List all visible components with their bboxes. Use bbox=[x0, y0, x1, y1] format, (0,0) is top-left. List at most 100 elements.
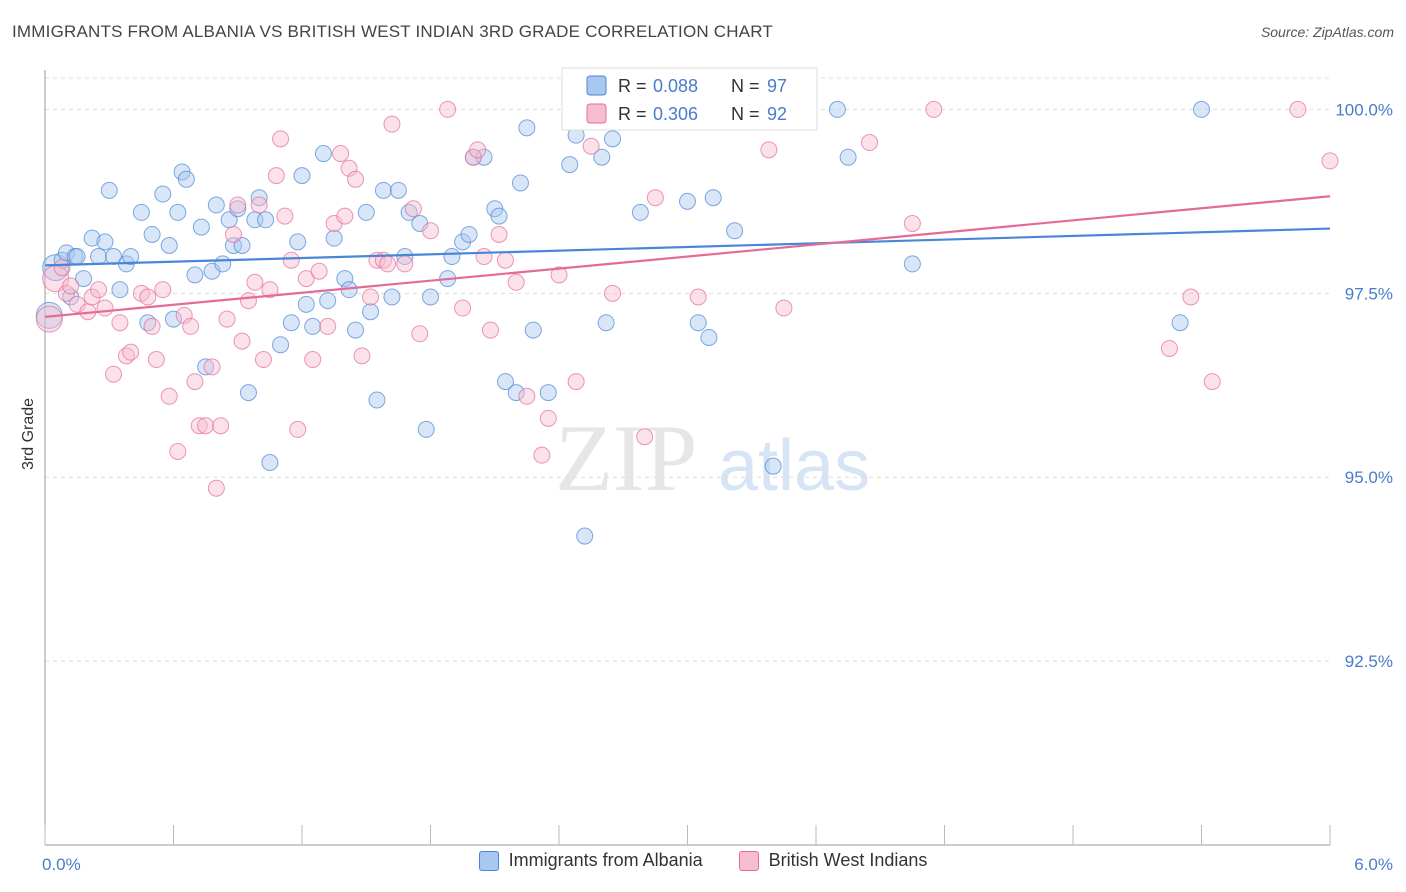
albania-point bbox=[460, 225, 478, 243]
bwi-point bbox=[439, 100, 457, 118]
bwi-point bbox=[90, 281, 108, 299]
albania-point bbox=[604, 130, 622, 148]
albania-point bbox=[726, 222, 744, 240]
bwi-point bbox=[496, 251, 514, 269]
albania-point bbox=[105, 248, 123, 266]
albania-point bbox=[828, 100, 846, 118]
albania-point bbox=[83, 229, 101, 247]
bwi-point bbox=[297, 270, 315, 288]
legend-swatch-albania bbox=[478, 850, 499, 871]
albania-point bbox=[229, 200, 247, 218]
bwi-point bbox=[454, 299, 472, 317]
bwi-point bbox=[1203, 373, 1221, 391]
albania-point bbox=[700, 328, 718, 346]
stats-r-label: R = bbox=[618, 76, 647, 96]
albania-point bbox=[289, 233, 307, 251]
bwi-point bbox=[604, 284, 622, 302]
bwi-point bbox=[261, 281, 279, 299]
albania-point bbox=[319, 292, 337, 310]
bwi-point bbox=[250, 196, 268, 214]
albania-point bbox=[261, 454, 279, 471]
bwi-point bbox=[197, 417, 215, 435]
bwi-point bbox=[229, 196, 247, 214]
albania-point bbox=[511, 174, 529, 192]
albania-point bbox=[357, 203, 375, 221]
bwi-point bbox=[404, 200, 422, 218]
bwi-point bbox=[379, 255, 397, 273]
albania-point bbox=[490, 207, 508, 225]
y-tick-label: 92.5% bbox=[1345, 652, 1393, 671]
albania-point bbox=[68, 248, 86, 266]
bwi-point bbox=[304, 351, 322, 369]
bwi-point bbox=[207, 479, 225, 497]
bwi-trend-line bbox=[44, 195, 1331, 318]
bwi-point bbox=[53, 259, 71, 277]
albania-point bbox=[764, 457, 782, 475]
bwi-point bbox=[35, 305, 63, 333]
albania-point bbox=[1193, 100, 1210, 118]
albania-point bbox=[257, 211, 275, 229]
albania-trend-line bbox=[44, 227, 1331, 267]
bwi-point bbox=[139, 288, 157, 306]
bwi-point bbox=[550, 266, 568, 284]
bwi-point bbox=[319, 317, 337, 335]
albania-point bbox=[496, 373, 514, 391]
albania-point bbox=[347, 321, 365, 339]
albania-point bbox=[75, 270, 93, 288]
albania-point bbox=[100, 181, 118, 199]
bwi-point bbox=[190, 417, 208, 435]
bwi-point bbox=[411, 325, 429, 343]
bwi-point bbox=[1321, 152, 1339, 170]
albania-point bbox=[143, 225, 161, 243]
bwi-point bbox=[490, 225, 508, 243]
legend-item-british-west-indians[interactable]: British West Indians bbox=[738, 850, 928, 871]
albania-point bbox=[704, 189, 722, 207]
albania-point bbox=[524, 321, 542, 339]
albania-point bbox=[593, 148, 611, 166]
bwi-point bbox=[310, 262, 328, 280]
stats-swatch bbox=[586, 75, 607, 96]
bwi-point bbox=[282, 251, 300, 269]
bwi-point bbox=[903, 214, 921, 232]
stats-swatch bbox=[586, 103, 607, 124]
stats-n-label: N = bbox=[731, 76, 760, 96]
bwi-point bbox=[1289, 100, 1307, 118]
albania-point bbox=[368, 391, 386, 409]
bwi-point bbox=[175, 306, 193, 324]
bwi-point bbox=[276, 207, 294, 225]
bwi-point bbox=[289, 420, 307, 438]
stats-r-value: 0.088 bbox=[653, 76, 698, 96]
legend-label-british-west-indians: British West Indians bbox=[768, 850, 928, 870]
bwi-point bbox=[254, 351, 272, 369]
bwi-point bbox=[861, 134, 879, 152]
bwi-point bbox=[203, 358, 221, 376]
bwi-point bbox=[1182, 288, 1200, 306]
legend-item-albania[interactable]: Immigrants from Albania bbox=[478, 850, 703, 871]
bwi-point bbox=[469, 141, 487, 159]
albania-point bbox=[374, 181, 392, 199]
stats-n-value: 97 bbox=[767, 76, 787, 96]
bwi-point bbox=[533, 446, 551, 464]
bwi-point bbox=[62, 277, 80, 295]
bwi-point bbox=[422, 222, 439, 240]
watermark-zip: ZIP bbox=[555, 405, 698, 511]
y-tick-label: 97.5% bbox=[1345, 284, 1393, 303]
bwi-point bbox=[567, 373, 585, 391]
bwi-point bbox=[182, 317, 200, 335]
albania-point bbox=[383, 288, 401, 306]
bwi-point bbox=[383, 115, 401, 133]
albania-point bbox=[518, 119, 536, 137]
bwi-point bbox=[646, 189, 664, 207]
albania-point bbox=[293, 167, 311, 185]
bwi-point bbox=[218, 310, 236, 328]
albania-point bbox=[304, 317, 322, 335]
albania-point bbox=[336, 270, 354, 288]
stats-n-value: 92 bbox=[767, 104, 787, 124]
x-tick-label: 6.0% bbox=[1354, 855, 1393, 874]
albania-point bbox=[165, 310, 182, 328]
bwi-point bbox=[267, 167, 285, 185]
stats-n-label: N = bbox=[731, 104, 760, 124]
bwi-point bbox=[636, 428, 654, 446]
albania-point bbox=[839, 148, 857, 166]
albania-point bbox=[422, 288, 439, 306]
